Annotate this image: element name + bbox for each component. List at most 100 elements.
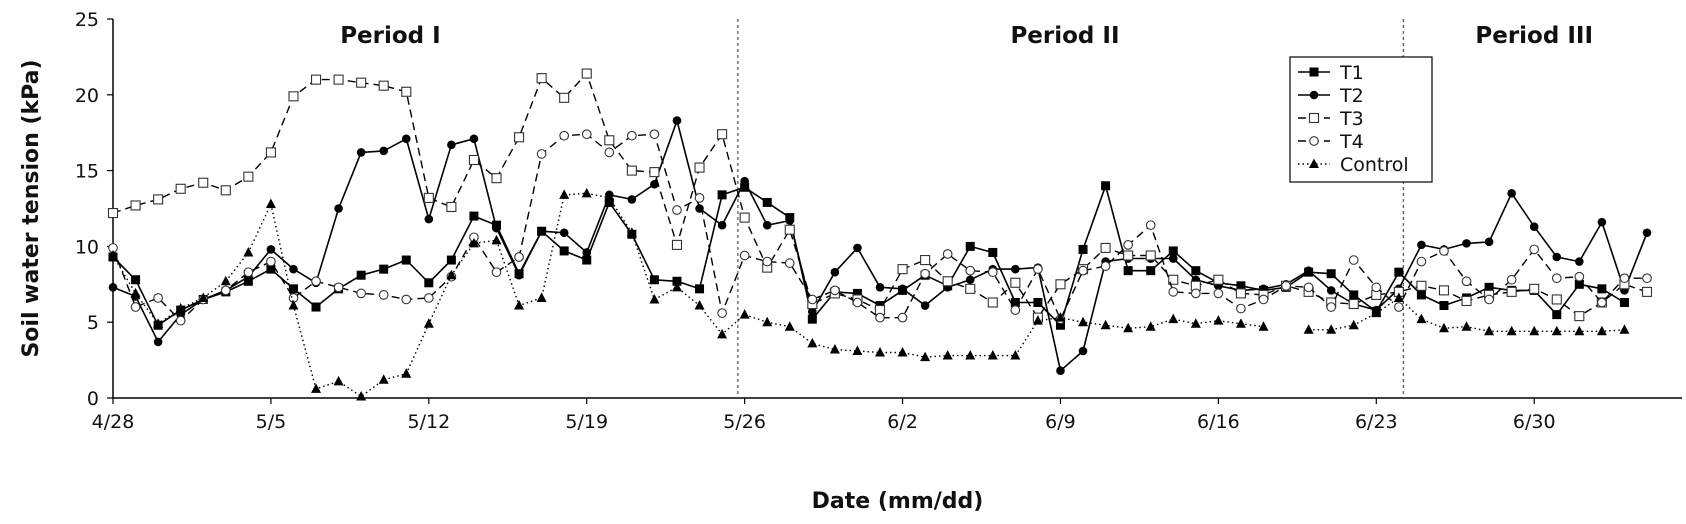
- data-point: [1575, 257, 1584, 266]
- x-tick-label: 5/5: [256, 411, 287, 433]
- data-point: [1529, 222, 1539, 231]
- data-point: [333, 282, 344, 293]
- data-point: [784, 258, 795, 268]
- data-point: [1011, 264, 1020, 274]
- data-point: [446, 201, 457, 213]
- period-annotations: Period I Period II Period III: [340, 19, 1593, 398]
- data-point: [739, 250, 750, 261]
- data-point: [491, 173, 502, 184]
- data-point: [1597, 284, 1607, 294]
- data-point: [1236, 303, 1246, 314]
- data-point: [1190, 288, 1201, 299]
- data-point: [469, 211, 479, 221]
- data-point: [243, 276, 253, 286]
- data-point: [987, 297, 998, 308]
- data-point: [1348, 298, 1359, 310]
- legend-label-t4: T4: [1339, 131, 1364, 153]
- data-point: [1348, 319, 1359, 330]
- data-point: [379, 146, 389, 156]
- data-point: [1574, 271, 1585, 282]
- data-point: [650, 179, 659, 189]
- data-point: [1168, 287, 1179, 297]
- data-point: [1078, 346, 1088, 356]
- data-point: [1417, 240, 1426, 250]
- data-point: [1235, 318, 1246, 328]
- data-point: [694, 162, 705, 173]
- data-point: [1439, 301, 1449, 311]
- data-point: [1308, 112, 1320, 124]
- data-point: [920, 351, 931, 362]
- data-point: [1619, 324, 1630, 334]
- data-point: [536, 292, 547, 302]
- data-point: [1394, 302, 1404, 312]
- data-point: [311, 302, 321, 312]
- data-point: [875, 312, 885, 323]
- data-point: [1056, 366, 1065, 376]
- data-point: [288, 91, 299, 102]
- data-point: [581, 68, 592, 79]
- data-point: [266, 245, 276, 254]
- x-tick-label: 5/19: [565, 411, 608, 433]
- data-point: [401, 368, 412, 378]
- data-point: [695, 284, 705, 294]
- data-point: [965, 265, 976, 276]
- data-point: [514, 132, 525, 143]
- data-point: [1371, 282, 1382, 293]
- data-point: [604, 197, 614, 207]
- data-point: [220, 275, 231, 286]
- data-point: [739, 212, 750, 223]
- data-point: [1010, 297, 1020, 307]
- data-point: [581, 187, 592, 198]
- data-point: [1619, 273, 1630, 284]
- data-point: [1303, 282, 1314, 293]
- data-point: [559, 246, 569, 256]
- data-point: [1032, 315, 1043, 325]
- data-point: [491, 234, 502, 245]
- data-point: [265, 198, 276, 208]
- data-point: [1348, 255, 1359, 265]
- data-point: [1597, 217, 1607, 227]
- data-point: [1326, 269, 1336, 279]
- data-point: [1033, 297, 1043, 307]
- data-point: [649, 293, 660, 304]
- data-point: [604, 192, 615, 202]
- data-point: [356, 270, 366, 280]
- data-point: [356, 148, 366, 157]
- data-point: [671, 239, 683, 250]
- data-point: [423, 318, 434, 328]
- data-point: [785, 216, 795, 225]
- data-point: [1168, 313, 1179, 324]
- data-point: [626, 165, 637, 176]
- y-tick-label: 15: [75, 161, 99, 183]
- data-point: [401, 134, 411, 144]
- data-point: [965, 283, 976, 294]
- data-point: [288, 300, 299, 310]
- data-point: [965, 350, 976, 360]
- data-point: [1100, 242, 1111, 253]
- data-point: [469, 134, 479, 144]
- data-point: [1326, 286, 1336, 295]
- data-point: [717, 190, 727, 200]
- data-point: [401, 86, 412, 97]
- data-point: [784, 321, 795, 331]
- data-point: [898, 284, 907, 294]
- data-point: [356, 390, 367, 401]
- data-point: [1235, 288, 1246, 299]
- data-point: [942, 276, 953, 287]
- data-point: [762, 220, 772, 230]
- data-point: [875, 347, 885, 357]
- data-point: [153, 318, 164, 328]
- data-point: [829, 343, 840, 354]
- data-point: [965, 241, 975, 251]
- data-point: [1461, 276, 1472, 287]
- data-point: [1145, 250, 1156, 261]
- data-point: [582, 248, 592, 257]
- data-point: [1326, 302, 1337, 312]
- data-point: [131, 275, 141, 285]
- data-point: [447, 140, 456, 150]
- y-tick-label: 20: [75, 85, 99, 107]
- data-point: [672, 205, 682, 215]
- data-point: [311, 276, 321, 287]
- data-point: [1484, 294, 1494, 305]
